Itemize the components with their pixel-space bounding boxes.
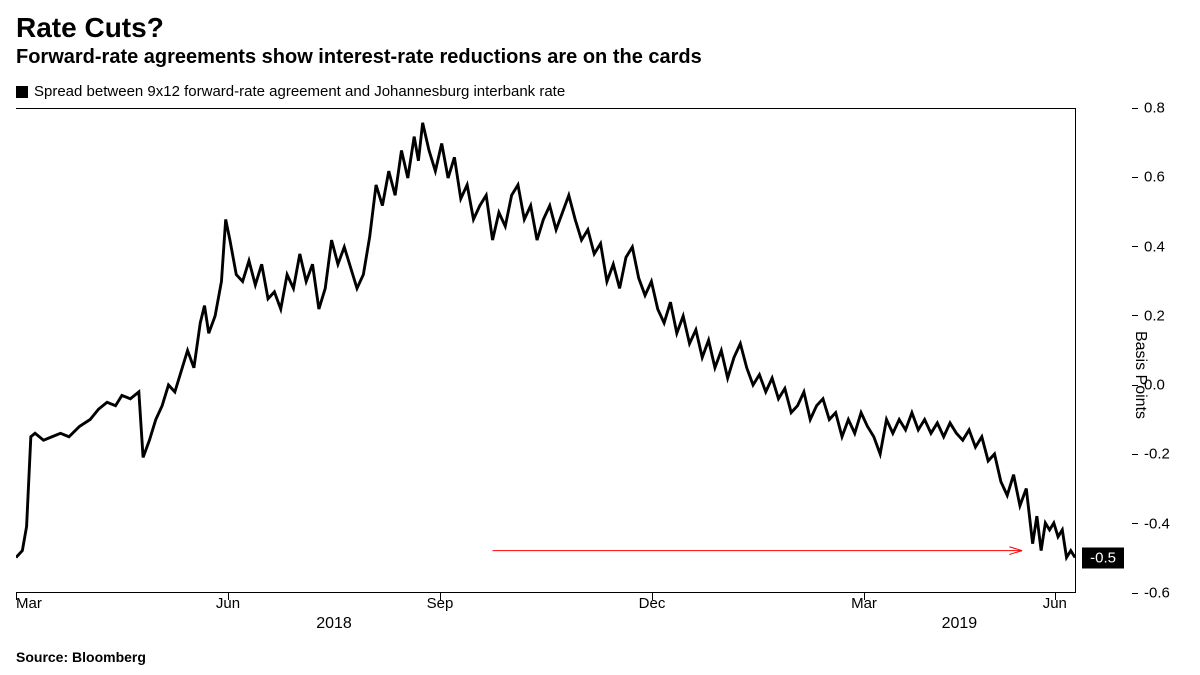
x-tick-label: Mar	[16, 595, 42, 612]
plot-area	[16, 108, 1076, 593]
final-value-badge: -0.5	[1082, 548, 1124, 569]
y-tick-label: 0.8	[1144, 100, 1165, 117]
y-tick-label: -0.4	[1144, 515, 1170, 532]
y-tick-label: -0.2	[1144, 446, 1170, 463]
y-tick-label: -0.6	[1144, 585, 1170, 602]
x-axis-ticks: MarJunSepDecMarJun20182019	[16, 593, 1076, 641]
x-year-label: 2019	[942, 615, 978, 633]
y-tick-label: 0.4	[1144, 238, 1165, 255]
legend-label: Spread between 9x12 forward-rate agreeme…	[34, 83, 565, 100]
chart-area: 0.80.60.40.20.0-0.2-0.4-0.6 Basis Points…	[16, 108, 1184, 641]
chart-container: Rate Cuts? Forward-rate agreements show …	[0, 0, 1200, 675]
y-tick-label: 0.2	[1144, 307, 1165, 324]
chart-title: Rate Cuts?	[16, 12, 1184, 44]
y-tick-label: 0.6	[1144, 169, 1165, 186]
x-year-label: 2018	[316, 615, 352, 633]
legend-swatch	[16, 86, 28, 98]
source-label: Source: Bloomberg	[16, 649, 146, 665]
chart-subtitle: Forward-rate agreements show interest-ra…	[16, 46, 1184, 69]
chart-legend: Spread between 9x12 forward-rate agreeme…	[16, 83, 1184, 100]
y-axis-title: Basis Points	[1131, 330, 1149, 418]
line-chart-svg	[16, 109, 1075, 592]
